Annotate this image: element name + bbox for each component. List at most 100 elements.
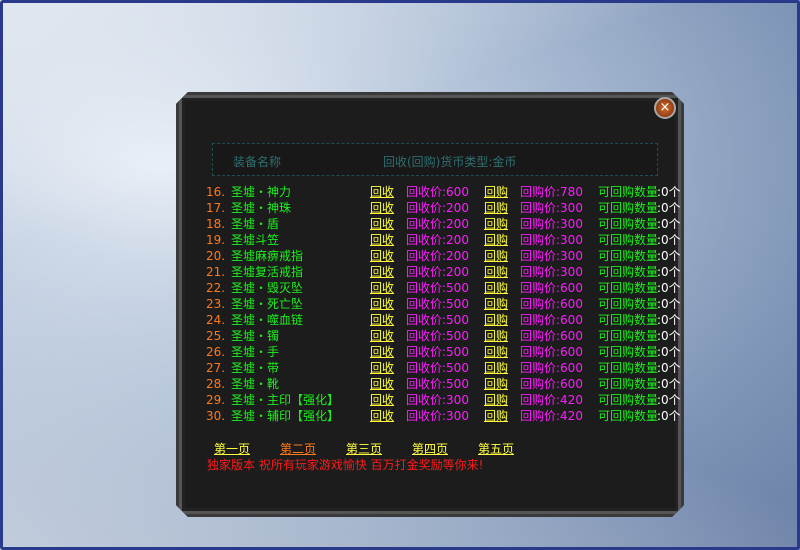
header-currency-type: 回收(回购)货币类型:金币 (383, 155, 517, 169)
buyback-qty-value: :0个 (657, 265, 681, 279)
buyback-qty-value: :0个 (657, 249, 681, 263)
buyback-qty-value: :0个 (657, 377, 681, 391)
item-number: 16. (206, 185, 226, 199)
sell-price: 回收价:500 (406, 313, 469, 327)
buyback-price: 回购价:600 (520, 377, 583, 391)
buyback-qty-label: 可回购数量 (598, 249, 659, 263)
buyback-link[interactable]: 回购 (484, 409, 509, 423)
buyback-price: 回购价:300 (520, 201, 583, 215)
buyback-link[interactable]: 回购 (484, 185, 509, 199)
buyback-qty-label: 可回购数量 (598, 233, 659, 247)
close-button[interactable]: × (654, 97, 676, 119)
sell-link[interactable]: 回收 (370, 313, 395, 327)
buyback-qty-label: 可回购数量 (598, 345, 659, 359)
sell-link[interactable]: 回收 (370, 185, 395, 199)
buyback-price: 回购价:600 (520, 281, 583, 295)
buyback-link[interactable]: 回购 (484, 361, 509, 375)
buyback-link[interactable]: 回购 (484, 313, 509, 327)
item-number: 18. (206, 217, 226, 231)
buyback-link[interactable]: 回购 (484, 393, 509, 407)
buyback-qty-label: 可回购数量 (598, 377, 659, 391)
item-name: 圣墟麻痹戒指 (231, 249, 304, 263)
page-link-4[interactable]: 第四页 (412, 442, 449, 456)
buyback-qty-label: 可回购数量 (598, 201, 659, 215)
buyback-price: 回购价:780 (520, 185, 583, 199)
buyback-link[interactable]: 回购 (484, 233, 509, 247)
item-name: 圣墟・神力 (231, 185, 292, 199)
buyback-qty-label: 可回购数量 (598, 297, 659, 311)
buyback-qty-label: 可回购数量 (598, 185, 659, 199)
buyback-price: 回购价:420 (520, 409, 583, 423)
buyback-link[interactable]: 回购 (484, 377, 509, 391)
page-link-5[interactable]: 第五页 (478, 442, 515, 456)
sell-link[interactable]: 回收 (370, 409, 395, 423)
item-number: 24. (206, 313, 226, 327)
sell-price: 回收价:500 (406, 361, 469, 375)
item-name: 圣墟・主印【强化】 (231, 393, 340, 407)
sell-price: 回收价:500 (406, 297, 469, 311)
sell-link[interactable]: 回收 (370, 233, 395, 247)
buyback-link[interactable]: 回购 (484, 265, 509, 279)
sell-link[interactable]: 回收 (370, 393, 395, 407)
item-name: 圣墟・辅印【强化】 (231, 409, 340, 423)
sell-link[interactable]: 回收 (370, 249, 395, 263)
sell-price: 回收价:500 (406, 281, 469, 295)
buyback-qty-value: :0个 (657, 409, 681, 423)
buyback-price: 回购价:300 (520, 217, 583, 231)
buyback-link[interactable]: 回购 (484, 201, 509, 215)
buyback-price: 回购价:600 (520, 297, 583, 311)
item-number: 22. (206, 281, 226, 295)
buyback-link[interactable]: 回购 (484, 297, 509, 311)
page-link-1[interactable]: 第一页 (214, 442, 251, 456)
buyback-qty-value: :0个 (657, 233, 681, 247)
item-name: 圣墟斗笠 (231, 233, 280, 247)
buyback-qty-value: :0个 (657, 313, 681, 327)
sell-price: 回收价:300 (406, 409, 469, 423)
buyback-qty-value: :0个 (657, 361, 681, 375)
sell-link[interactable]: 回收 (370, 345, 395, 359)
item-number: 29. (206, 393, 226, 407)
sell-price: 回收价:200 (406, 249, 469, 263)
sell-link[interactable]: 回收 (370, 297, 395, 311)
sell-price: 回收价:200 (406, 233, 469, 247)
item-number: 19. (206, 233, 226, 247)
sell-link[interactable]: 回收 (370, 361, 395, 375)
sell-link[interactable]: 回收 (370, 265, 395, 279)
item-number: 30. (206, 409, 226, 423)
sell-link[interactable]: 回收 (370, 201, 395, 215)
item-number: 26. (206, 345, 226, 359)
item-number: 21. (206, 265, 226, 279)
buyback-qty-value: :0个 (657, 329, 681, 343)
item-number: 20. (206, 249, 226, 263)
sell-price: 回收价:200 (406, 217, 469, 231)
buyback-price: 回购价:600 (520, 345, 583, 359)
buyback-link[interactable]: 回购 (484, 281, 509, 295)
buyback-price: 回购价:420 (520, 393, 583, 407)
item-number: 25. (206, 329, 226, 343)
sell-link[interactable]: 回收 (370, 329, 395, 343)
item-number: 28. (206, 377, 226, 391)
buyback-link[interactable]: 回购 (484, 217, 509, 231)
buyback-qty-label: 可回购数量 (598, 217, 659, 231)
sell-link[interactable]: 回收 (370, 281, 395, 295)
table-header: 装备名称 回收(回购)货币类型:金币 (212, 143, 658, 176)
page-link-2[interactable]: 第二页 (280, 442, 317, 456)
buyback-qty-value: :0个 (657, 201, 681, 215)
sell-price: 回收价:300 (406, 393, 469, 407)
item-name: 圣墟・盾 (231, 217, 280, 231)
buyback-price: 回购价:300 (520, 249, 583, 263)
buyback-link[interactable]: 回购 (484, 249, 509, 263)
item-name: 圣墟・手 (231, 345, 280, 359)
sell-link[interactable]: 回收 (370, 377, 395, 391)
buyback-qty-label: 可回购数量 (598, 393, 659, 407)
item-name: 圣墟・死亡坠 (231, 297, 304, 311)
buyback-qty-label: 可回购数量 (598, 329, 659, 343)
sell-link[interactable]: 回收 (370, 217, 395, 231)
close-icon: × (659, 100, 671, 115)
sell-price: 回收价:500 (406, 329, 469, 343)
buyback-link[interactable]: 回购 (484, 345, 509, 359)
sell-price: 回收价:500 (406, 345, 469, 359)
buyback-qty-value: :0个 (657, 345, 681, 359)
page-link-3[interactable]: 第三页 (346, 442, 383, 456)
buyback-link[interactable]: 回购 (484, 329, 509, 343)
